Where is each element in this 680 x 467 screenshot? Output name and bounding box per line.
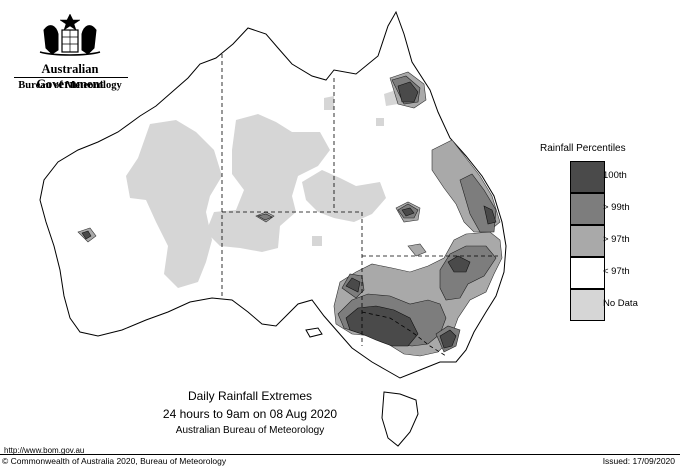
legend-label: 100th xyxy=(603,170,627,181)
bureau-name: Bureau of Meteorology xyxy=(18,80,122,91)
kangaroo-island xyxy=(305,327,323,338)
legend-label: > 97th xyxy=(603,234,630,245)
no-data-region-west xyxy=(126,120,222,288)
legend-label: < 97th xyxy=(603,266,630,277)
legend-title: Rainfall Percentiles xyxy=(540,143,626,154)
tasmania xyxy=(381,391,419,447)
100th-region-qld-inland xyxy=(401,207,415,217)
legend-swatch xyxy=(570,257,605,289)
state-borders xyxy=(221,54,498,357)
no-data-region-small-b xyxy=(312,236,322,246)
100th-region-west-coast xyxy=(81,230,92,240)
no-data-region-gulf xyxy=(324,96,334,110)
legend-label: No Data xyxy=(603,298,638,309)
legend-item: < 97th xyxy=(570,257,640,289)
100th-region-nsw-inland xyxy=(345,277,361,293)
no-data-region-east-central xyxy=(302,170,386,222)
legend-item: 100th xyxy=(570,161,640,193)
no-data-region-central xyxy=(206,114,330,252)
legend-item: > 97th xyxy=(570,225,640,257)
above-97th-region-mid-b xyxy=(407,243,427,257)
gov-title: Australian Government xyxy=(36,62,104,91)
bom-url-link[interactable]: http://www.bom.gov.au xyxy=(4,446,85,455)
issued-date: Issued: 17/09/2020 xyxy=(602,456,675,466)
legend-swatch xyxy=(570,161,605,193)
legend-swatch xyxy=(570,193,605,225)
map-title: Daily Rainfall Extremes xyxy=(187,389,313,403)
100th-region-victoria xyxy=(439,329,457,349)
no-data-region-small-a xyxy=(376,118,384,126)
legend-swatch xyxy=(570,225,605,257)
100th-region-cape-york xyxy=(397,81,419,103)
legend-swatch xyxy=(570,289,605,321)
copyright-text: © Commonwealth of Australia 2020, Bureau… xyxy=(2,456,227,466)
legend-item: > 99th xyxy=(570,193,640,225)
legend: 100th > 99th > 97th < 97th No Data xyxy=(570,161,640,321)
gov-rule xyxy=(14,77,128,78)
no-data-regions xyxy=(126,90,398,288)
legend-label: > 99th xyxy=(603,202,630,213)
legend-item: No Data xyxy=(570,289,640,321)
map-subtitle-agency: Australian Bureau of Meteorology xyxy=(175,425,325,436)
footer-rule xyxy=(0,454,680,455)
100th-regions xyxy=(81,81,497,349)
map-subtitle-period: 24 hours to 9am on 08 Aug 2020 xyxy=(162,407,338,421)
above-99th-region-nt xyxy=(257,213,273,221)
100th-region-south xyxy=(345,305,419,347)
100th-region-qld-coast xyxy=(483,205,497,225)
100th-region-nsw-coast xyxy=(447,255,471,273)
no-data-region-cape-york xyxy=(384,90,398,106)
coat-of-arms-icon xyxy=(39,13,101,56)
